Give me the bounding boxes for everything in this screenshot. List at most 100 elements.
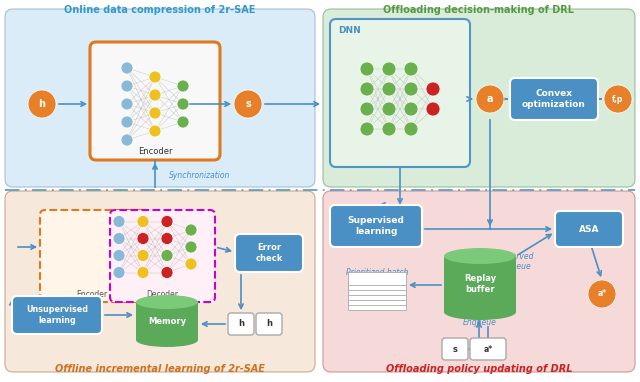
- Text: Online data compression of 2r-SAE: Online data compression of 2r-SAE: [64, 5, 256, 15]
- Circle shape: [604, 85, 632, 113]
- Circle shape: [137, 233, 149, 244]
- Circle shape: [360, 102, 374, 116]
- Text: Preserved
dequeue: Preserved dequeue: [496, 252, 534, 271]
- Circle shape: [185, 224, 197, 236]
- Ellipse shape: [136, 295, 198, 309]
- Text: a: a: [487, 94, 493, 104]
- Bar: [348, 282, 406, 295]
- FancyBboxPatch shape: [323, 191, 635, 372]
- FancyBboxPatch shape: [235, 234, 303, 272]
- Text: Prioritized batch: Prioritized batch: [346, 268, 408, 277]
- Bar: [136, 302, 198, 340]
- Circle shape: [382, 102, 396, 116]
- Ellipse shape: [444, 304, 516, 320]
- Text: h: h: [238, 319, 244, 329]
- Circle shape: [113, 249, 125, 262]
- Circle shape: [121, 98, 133, 110]
- Text: Memory: Memory: [148, 317, 186, 325]
- Text: Offline incremental learning of 2r-SAE: Offline incremental learning of 2r-SAE: [55, 364, 265, 374]
- Text: s: s: [452, 345, 458, 353]
- Bar: [444, 256, 516, 312]
- Circle shape: [360, 62, 374, 76]
- FancyBboxPatch shape: [5, 191, 315, 372]
- Text: Convex
optimization: Convex optimization: [522, 89, 586, 109]
- Circle shape: [382, 82, 396, 96]
- Circle shape: [121, 80, 133, 92]
- Circle shape: [360, 122, 374, 136]
- Text: s: s: [245, 99, 251, 109]
- Circle shape: [404, 122, 418, 136]
- FancyBboxPatch shape: [510, 78, 598, 120]
- Text: Supervised
learning: Supervised learning: [348, 216, 404, 236]
- Circle shape: [588, 280, 616, 308]
- Text: Decoder: Decoder: [146, 290, 178, 299]
- FancyBboxPatch shape: [256, 313, 282, 335]
- FancyBboxPatch shape: [330, 19, 470, 167]
- Text: f,p: f,p: [612, 94, 624, 104]
- FancyBboxPatch shape: [90, 42, 220, 160]
- FancyBboxPatch shape: [323, 9, 635, 187]
- Circle shape: [177, 98, 189, 110]
- Text: ASA: ASA: [579, 225, 599, 233]
- Circle shape: [426, 82, 440, 96]
- Circle shape: [161, 267, 173, 278]
- Text: a*: a*: [483, 345, 493, 353]
- Circle shape: [177, 80, 189, 92]
- FancyBboxPatch shape: [442, 338, 468, 360]
- Circle shape: [382, 62, 396, 76]
- Circle shape: [137, 215, 149, 228]
- Circle shape: [404, 62, 418, 76]
- Ellipse shape: [444, 248, 516, 264]
- Text: Encoder: Encoder: [76, 290, 108, 299]
- Circle shape: [149, 71, 161, 83]
- Circle shape: [149, 107, 161, 119]
- Circle shape: [28, 90, 56, 118]
- Text: h: h: [38, 99, 45, 109]
- Circle shape: [404, 82, 418, 96]
- Circle shape: [149, 89, 161, 101]
- Circle shape: [113, 267, 125, 278]
- FancyBboxPatch shape: [228, 313, 254, 335]
- Circle shape: [476, 85, 504, 113]
- Circle shape: [234, 90, 262, 118]
- FancyBboxPatch shape: [12, 296, 102, 334]
- Circle shape: [137, 249, 149, 262]
- Circle shape: [137, 267, 149, 278]
- Circle shape: [121, 116, 133, 128]
- Text: Offloading policy updating of DRL: Offloading policy updating of DRL: [386, 364, 572, 374]
- Circle shape: [177, 116, 189, 128]
- FancyBboxPatch shape: [40, 210, 145, 302]
- Circle shape: [121, 62, 133, 74]
- Bar: [348, 272, 406, 285]
- Circle shape: [161, 249, 173, 262]
- FancyBboxPatch shape: [5, 9, 315, 187]
- Bar: [348, 292, 406, 305]
- Text: DNN: DNN: [338, 26, 361, 35]
- Circle shape: [426, 102, 440, 116]
- Text: Error
check: Error check: [255, 243, 283, 263]
- Bar: [348, 287, 406, 300]
- Circle shape: [161, 215, 173, 228]
- Ellipse shape: [136, 333, 198, 347]
- Bar: [348, 297, 406, 310]
- Circle shape: [161, 233, 173, 244]
- Circle shape: [382, 122, 396, 136]
- Circle shape: [360, 82, 374, 96]
- FancyBboxPatch shape: [330, 205, 422, 247]
- Bar: [348, 277, 406, 290]
- Text: Offloading decision-making of DRL: Offloading decision-making of DRL: [383, 5, 575, 15]
- Text: Encoder: Encoder: [138, 147, 172, 156]
- Circle shape: [113, 215, 125, 228]
- Circle shape: [113, 233, 125, 244]
- Circle shape: [185, 258, 197, 270]
- Circle shape: [404, 102, 418, 116]
- FancyBboxPatch shape: [470, 338, 506, 360]
- Text: a*: a*: [597, 290, 607, 298]
- Text: h: h: [266, 319, 272, 329]
- Text: Synchronization: Synchronization: [170, 170, 230, 180]
- Circle shape: [185, 241, 197, 253]
- FancyBboxPatch shape: [110, 210, 215, 302]
- FancyBboxPatch shape: [555, 211, 623, 247]
- Circle shape: [121, 134, 133, 146]
- Text: Enqueue: Enqueue: [463, 318, 497, 327]
